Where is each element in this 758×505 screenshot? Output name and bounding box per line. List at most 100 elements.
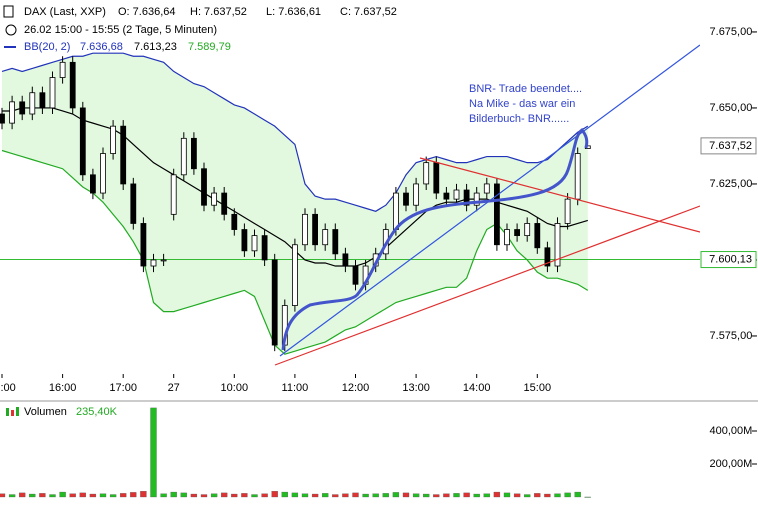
volume-bar — [483, 493, 490, 498]
volume-bar — [170, 491, 177, 498]
candle-body — [0, 113, 5, 124]
candle-body — [352, 265, 359, 285]
candle-body — [160, 259, 167, 262]
candle-body — [90, 174, 96, 194]
freehand-curve — [281, 127, 589, 351]
bb-lower: 7.589,79 — [188, 41, 231, 53]
volume-bar — [59, 491, 66, 498]
x-tick-label: 15:00 — [524, 382, 552, 394]
volume-bar — [39, 493, 46, 498]
candle-body — [271, 259, 278, 346]
volume-tick-label: 200,00M- — [710, 458, 757, 470]
y-tick-label: 7.650,00- — [710, 102, 757, 114]
candle-body — [453, 189, 460, 200]
annotation-line: Na Mike - das war ein — [469, 98, 575, 110]
volume-bar — [372, 493, 379, 498]
candle-body — [544, 247, 551, 267]
volume-bar — [150, 407, 157, 498]
volume-bar — [423, 493, 430, 498]
volume-bar — [473, 493, 480, 498]
candle-body — [39, 92, 46, 109]
candle-body — [443, 192, 450, 200]
candle-body — [534, 223, 541, 249]
candle-body — [554, 223, 561, 267]
x-tick-label: 11:00 — [282, 382, 309, 394]
trend-line — [274, 205, 700, 366]
volume-bar — [271, 491, 278, 498]
candle-body — [473, 192, 480, 206]
annotation: BNR- Trade beendet.... Na Mike - das war… — [469, 83, 582, 125]
candle-body — [514, 229, 520, 237]
volume-bar — [534, 493, 541, 498]
volume-icon — [11, 410, 14, 416]
candle-body — [69, 61, 76, 109]
volume-bar — [79, 492, 86, 498]
volume-bar — [513, 493, 521, 498]
candle-body — [221, 192, 228, 215]
candle-body — [19, 101, 26, 115]
candle-body — [433, 162, 440, 194]
volume-bar — [120, 493, 127, 498]
candle-body — [49, 77, 56, 109]
y-tick-label: 7.625,00- — [710, 178, 757, 190]
candle-body — [211, 192, 218, 206]
volume-bar — [210, 493, 218, 498]
volume-bar — [574, 491, 581, 498]
volume-icon — [16, 407, 19, 416]
volume-bar — [221, 492, 228, 498]
annotation-line: BNR- Trade beendet.... — [469, 83, 582, 95]
candle-body — [251, 235, 258, 252]
x-tick-label: 15:00 — [0, 382, 16, 394]
volume-bar — [493, 491, 501, 498]
volume-bar — [190, 493, 198, 498]
volume-bar — [231, 493, 238, 498]
ohlc-high: H: 7.637,52 — [190, 6, 247, 18]
volume-bar — [19, 492, 26, 498]
volume-bar — [291, 492, 299, 498]
volume-bar — [311, 493, 319, 498]
x-tick-label: 17:00 — [109, 382, 137, 394]
candle-body — [190, 137, 197, 170]
period: 26.02 15:00 - 15:55 (2 Tage, 5 Minuten) — [24, 24, 217, 36]
volume-bar — [352, 492, 359, 498]
candle-body — [504, 229, 510, 246]
instrument: DAX (Last, XXP) — [24, 6, 106, 18]
volume-bar — [382, 493, 389, 498]
candle-body — [332, 229, 339, 255]
volume-bar — [29, 493, 36, 498]
y-tick-label: 7.575,00- — [710, 330, 757, 342]
volume-bar — [342, 493, 349, 498]
candle-body — [201, 168, 207, 206]
clock-icon — [5, 24, 17, 36]
volume-bar — [49, 494, 56, 498]
volume-bar — [241, 493, 248, 498]
volume-bar — [99, 493, 107, 498]
level-box — [700, 251, 757, 269]
volume-bar — [443, 493, 450, 498]
volume-bar — [392, 492, 400, 498]
bb-upper: 7.636,68 — [80, 41, 123, 53]
volume-bar — [332, 494, 339, 498]
candle-body — [403, 192, 409, 206]
volume-bar — [180, 492, 187, 498]
bb-name: BB(20, 2) — [24, 41, 70, 53]
candle-body — [302, 213, 308, 246]
candle-body — [150, 259, 157, 267]
annotation-line: Bilderbuch- BNR...... — [469, 113, 569, 125]
candle-body — [130, 183, 137, 224]
candle-body — [110, 125, 116, 154]
volume-bar — [109, 494, 117, 498]
volume-bar — [0, 493, 6, 498]
candle-body — [140, 223, 147, 267]
volume-bar — [362, 493, 369, 498]
candle-body — [231, 213, 238, 230]
bb-upper-line — [1, 52, 589, 212]
volume-bar — [322, 493, 329, 498]
volume-bar — [251, 494, 258, 498]
volume-bar — [544, 493, 551, 498]
candle-body — [493, 183, 500, 246]
candle-body — [9, 101, 16, 124]
candle-body — [261, 235, 268, 261]
candle-body — [463, 189, 470, 206]
